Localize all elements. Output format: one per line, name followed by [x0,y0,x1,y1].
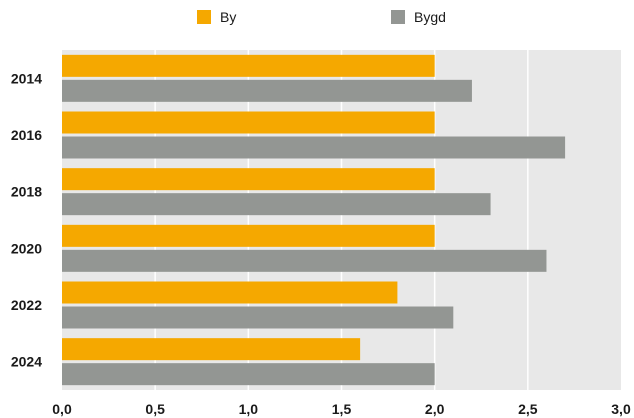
x-tick-label: 0,0 [52,401,72,417]
x-tick-label: 2,5 [518,401,538,417]
bar-bygd-2014 [62,79,472,102]
legend: By Bygd [197,9,446,25]
x-tick-labels: 0,0 0,5 1,0 1,5 2,0 2,5 3,0 [52,401,631,417]
y-tick-labels: 2014 2016 2018 2020 2022 2024 [11,70,42,369]
x-tick-label: 2,0 [425,401,445,417]
y-tick-label: 2018 [11,184,42,200]
y-tick-label: 2014 [11,70,42,86]
gridlines [154,50,529,390]
x-tick-label: 1,5 [332,401,352,417]
legend-label-by: By [220,9,236,25]
bar-by-2016 [62,111,435,134]
bar-bygd-2022 [62,306,454,329]
legend-swatch-bygd [391,10,405,24]
x-tick-label: 3,0 [611,401,631,417]
bar-by-2020 [62,224,435,247]
y-tick-label: 2022 [11,297,42,313]
y-tick-label: 2016 [11,127,42,143]
bar-by-2014 [62,54,435,77]
legend-swatch-by [197,10,211,24]
bar-bygd-2016 [62,136,566,159]
bar-by-2018 [62,168,435,191]
bar-bygd-2020 [62,249,547,272]
bars [62,54,566,386]
x-tick-label: 0,5 [145,401,165,417]
bar-by-2022 [62,281,398,304]
y-tick-label: 2020 [11,240,42,256]
legend-label-bygd: Bygd [414,9,446,25]
bar-bygd-2018 [62,193,491,216]
x-tick-label: 1,0 [239,401,259,417]
bar-bygd-2024 [62,363,435,386]
y-tick-label: 2024 [11,354,42,370]
bar-by-2024 [62,338,361,361]
